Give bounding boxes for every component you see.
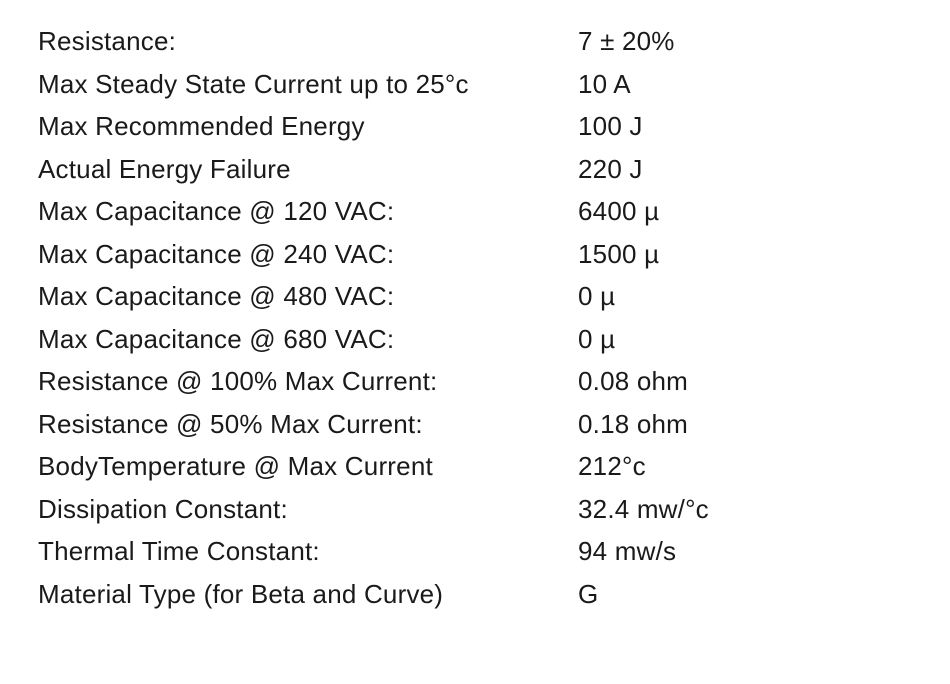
spec-value: 0.08 ohm	[578, 368, 688, 394]
spec-label: Resistance @ 50% Max Current:	[38, 411, 578, 437]
spec-row: Max Capacitance @ 480 VAC: 0 µ	[38, 283, 940, 309]
spec-label: Dissipation Constant:	[38, 496, 578, 522]
spec-label: Max Recommended Energy	[38, 113, 578, 139]
spec-row: Resistance @ 50% Max Current: 0.18 ohm	[38, 411, 940, 437]
spec-row: Thermal Time Constant: 94 mw/s	[38, 538, 940, 564]
spec-value: 7 ± 20%	[578, 28, 675, 54]
spec-value: 6400 µ	[578, 198, 659, 224]
spec-value: 100 J	[578, 113, 643, 139]
spec-value: 94 mw/s	[578, 538, 676, 564]
spec-label: Max Capacitance @ 680 VAC:	[38, 326, 578, 352]
spec-value: 1500 µ	[578, 241, 659, 267]
spec-label: Resistance:	[38, 28, 578, 54]
spec-label: Max Capacitance @ 480 VAC:	[38, 283, 578, 309]
spec-row: Max Capacitance @ 680 VAC: 0 µ	[38, 326, 940, 352]
spec-sheet: Resistance: 7 ± 20% Max Steady State Cur…	[0, 0, 950, 635]
spec-label: Material Type (for Beta and Curve)	[38, 581, 578, 607]
spec-value: 0 µ	[578, 283, 615, 309]
spec-row: Max Steady State Current up to 25°c 10 A	[38, 71, 940, 97]
spec-row: Material Type (for Beta and Curve) G	[38, 581, 940, 607]
spec-value: 0 µ	[578, 326, 615, 352]
spec-value: 32.4 mw/°c	[578, 496, 709, 522]
spec-label: Thermal Time Constant:	[38, 538, 578, 564]
spec-value: 0.18 ohm	[578, 411, 688, 437]
spec-row: Max Capacitance @ 240 VAC: 1500 µ	[38, 241, 940, 267]
spec-value: 212°c	[578, 453, 646, 479]
spec-label: Max Capacitance @ 120 VAC:	[38, 198, 578, 224]
spec-label: Resistance @ 100% Max Current:	[38, 368, 578, 394]
spec-label: Max Steady State Current up to 25°c	[38, 71, 578, 97]
spec-row: Max Recommended Energy 100 J	[38, 113, 940, 139]
spec-row: BodyTemperature @ Max Current 212°c	[38, 453, 940, 479]
spec-row: Actual Energy Failure 220 J	[38, 156, 940, 182]
spec-label: Max Capacitance @ 240 VAC:	[38, 241, 578, 267]
spec-value: 10 A	[578, 71, 631, 97]
spec-row: Resistance: 7 ± 20%	[38, 28, 940, 54]
spec-label: Actual Energy Failure	[38, 156, 578, 182]
spec-value: 220 J	[578, 156, 643, 182]
spec-value: G	[578, 581, 598, 607]
spec-label: BodyTemperature @ Max Current	[38, 453, 578, 479]
spec-row: Max Capacitance @ 120 VAC: 6400 µ	[38, 198, 940, 224]
spec-row: Dissipation Constant: 32.4 mw/°c	[38, 496, 940, 522]
spec-row: Resistance @ 100% Max Current: 0.08 ohm	[38, 368, 940, 394]
